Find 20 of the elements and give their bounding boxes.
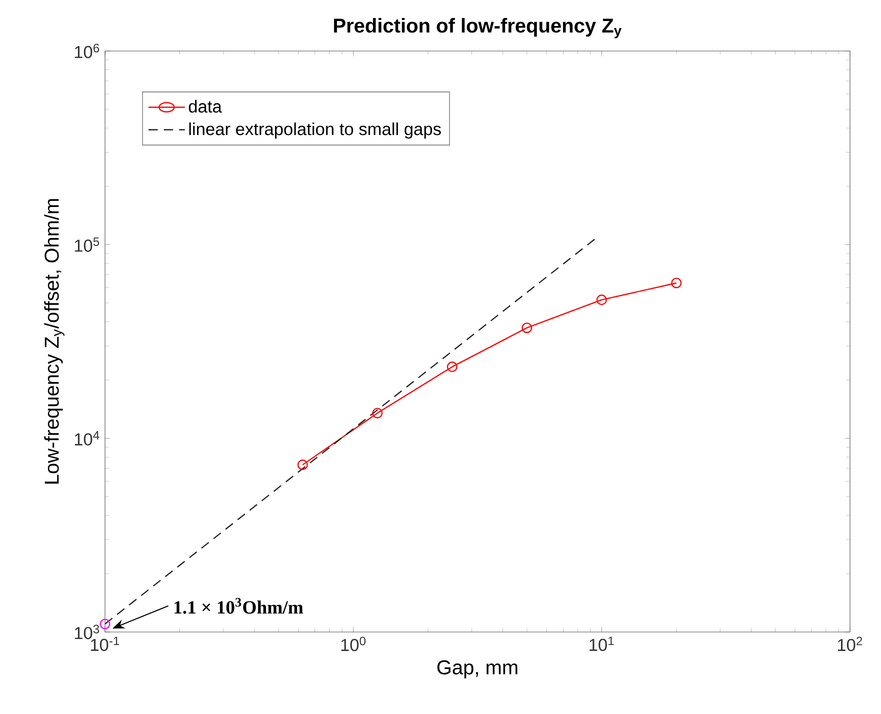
point	[596, 294, 607, 306]
y-tick-label: 10$^{3}$	[74, 624, 100, 640]
x-axis-title: Gap, mm	[437, 660, 518, 678]
chart-title: Prediction of low-frequency Z$_{y}$	[334, 18, 622, 38]
y-tick-label: 10$^{4}$	[74, 431, 100, 446]
legend-label: data	[188, 100, 222, 113]
legend-label: linear extrapolation to small gaps	[189, 122, 441, 139]
y-tick-label: 10$^{6}$	[74, 44, 100, 58]
y-tick-label: 10$^{5}$	[74, 238, 100, 252]
point	[297, 460, 308, 470]
point	[372, 408, 383, 418]
point	[522, 322, 532, 334]
x-tick-label: 10$^{-1}$	[90, 636, 120, 652]
y-axis-title: Low-frequency Z$_{y}$/offset, Ohm/m	[44, 199, 64, 484]
x-tick-label: 10$^{1}$	[590, 636, 614, 652]
point	[446, 362, 458, 372]
annotation: 1.1 × 10$^{3}$Ohm/m	[174, 598, 304, 614]
x-tick-label: 10$^{0}$	[341, 636, 366, 652]
x-tick-label: 10$^{2}$	[838, 636, 862, 652]
point	[671, 278, 682, 288]
